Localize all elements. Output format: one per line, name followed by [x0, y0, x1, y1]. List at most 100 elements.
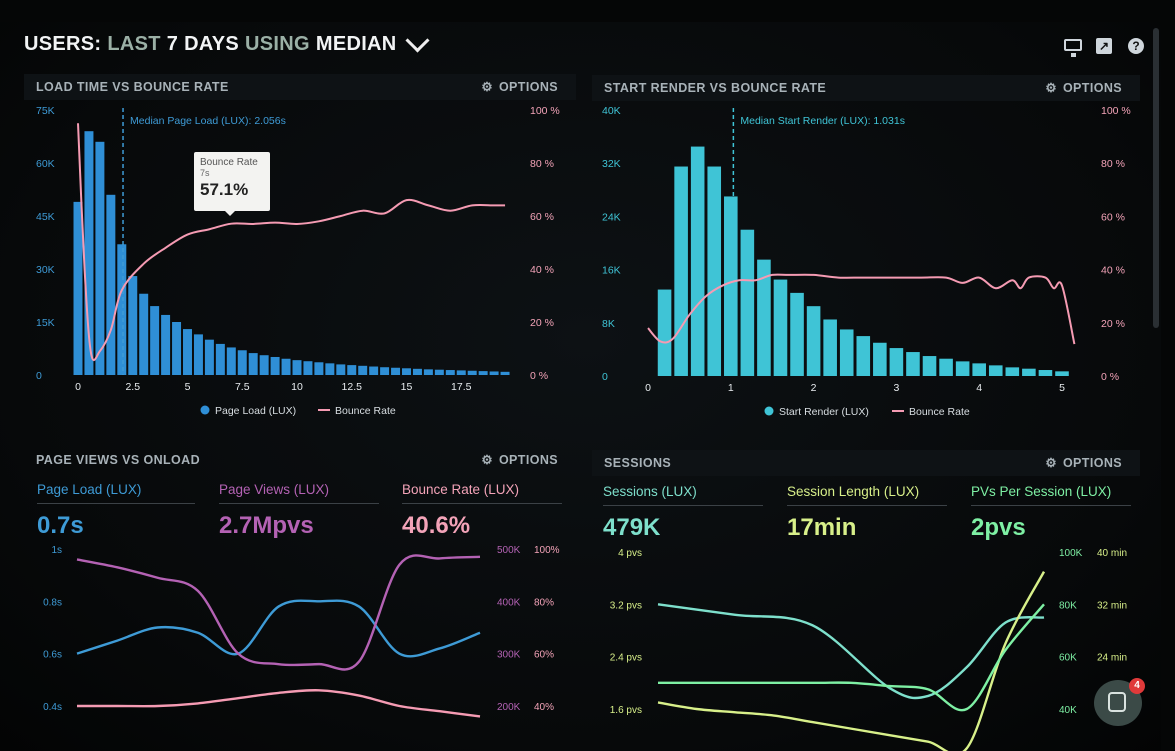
panel-title: SESSIONS: [604, 456, 672, 470]
share-icon[interactable]: ↗: [1096, 38, 1116, 56]
bar: [489, 371, 499, 375]
series-line: [657, 603, 1045, 700]
x-tick-label: 0: [645, 382, 651, 394]
y3-tick-label: 80%: [534, 597, 554, 608]
bar: [806, 306, 821, 376]
y2-tick-label: 40 %: [1101, 265, 1125, 277]
bar: [347, 365, 357, 375]
panel-header-render: START RENDER VS BOUNCE RATE ⚙ OPTIONS: [592, 75, 1140, 101]
y-tick-label: 8K: [602, 318, 615, 330]
title-prefix: USERS:: [24, 33, 102, 55]
load-vs-bounce-chart: 0 15K 30K 45K 60K 75K 0 % 20 % 40 % 60 % 80 % 100 %…: [36, 105, 560, 417]
metric-pvs-per-session[interactable]: PVs Per Session (LUX) 2pvs: [971, 484, 1131, 542]
y-tick-label: 16K: [602, 265, 621, 277]
metric-value: 17min: [787, 514, 857, 541]
scrollbar[interactable]: [1153, 28, 1159, 328]
bar: [380, 367, 390, 375]
tooltip-value: 57.1%: [200, 180, 249, 199]
bar: [456, 370, 466, 375]
metric-value: 0.7s: [37, 512, 84, 539]
series-line: [657, 603, 1045, 712]
y2-tick-label: 20 %: [1101, 318, 1125, 330]
bar: [906, 352, 920, 376]
panel-header-pageviews: PAGE VIEWS VS ONLOAD ⚙ OPTIONS: [24, 447, 576, 473]
bar: [939, 358, 953, 376]
y-tick-label: 1.6 pvs: [610, 705, 642, 716]
bounce-rate-line: [77, 123, 506, 362]
y2-tick-label: 40 %: [530, 264, 554, 276]
bar: [336, 364, 346, 375]
y-tick-label: 40K: [602, 105, 621, 117]
series-line: [76, 554, 481, 671]
bar: [889, 348, 904, 376]
bar: [150, 306, 160, 375]
chevron-down-icon[interactable]: [405, 28, 430, 53]
title-using: USING: [245, 33, 310, 55]
bar: [1038, 370, 1053, 376]
bar: [1022, 368, 1036, 376]
y3-tick-label: 40 min: [1097, 548, 1127, 559]
options-button[interactable]: ⚙ OPTIONS: [481, 74, 558, 100]
x-tick-label: 17.5: [451, 381, 472, 393]
y2-tick-label: 80 %: [530, 158, 554, 170]
notification-badge: 4: [1129, 678, 1145, 694]
monitor-bezel-right: [1161, 0, 1175, 751]
bar: [226, 347, 236, 375]
x-tick-label: 7.5: [235, 381, 250, 393]
legend-marker: [200, 405, 210, 415]
bar: [161, 314, 171, 375]
metric-page-load[interactable]: Page Load (LUX) 0.7s: [37, 482, 195, 540]
y3-tick-label: 24 min: [1097, 653, 1127, 664]
bar: [445, 370, 455, 375]
chat-icon: [1108, 692, 1126, 712]
title-metric[interactable]: MEDIAN: [315, 33, 397, 55]
bar: [95, 141, 105, 375]
bar: [325, 363, 335, 375]
bar: [1005, 367, 1020, 376]
bar: [839, 329, 854, 376]
metric-session-length[interactable]: Session Length (LUX) 17min: [787, 484, 947, 542]
bar: [740, 229, 755, 376]
help-icon[interactable]: ?: [1128, 38, 1148, 56]
bar: [972, 363, 986, 376]
options-button[interactable]: ⚙ OPTIONS: [1045, 450, 1122, 476]
bar: [402, 368, 411, 375]
options-button[interactable]: ⚙ OPTIONS: [481, 447, 558, 473]
bar: [358, 365, 368, 375]
metric-bounce-rate[interactable]: Bounce Rate (LUX) 40.6%: [402, 482, 562, 540]
metric-value: 479K: [603, 514, 661, 541]
panel-title: LOAD TIME VS BOUNCE RATE: [36, 80, 229, 94]
metric-sessions[interactable]: Sessions (LUX) 479K: [603, 484, 763, 542]
x-tick-label: 5: [1059, 382, 1065, 394]
page-title[interactable]: USERS: LAST 7 DAYS USING MEDIAN: [24, 28, 430, 56]
metric-label: PVs Per Session (LUX): [971, 484, 1131, 506]
y2-tick-label: 80 %: [1101, 158, 1125, 170]
options-button[interactable]: ⚙ OPTIONS: [1045, 75, 1122, 101]
bar: [478, 371, 488, 375]
metric-page-views[interactable]: Page Views (LUX) 2.7Mpvs: [219, 482, 379, 540]
bar: [193, 334, 203, 375]
y2-tick-label: 0 %: [1101, 371, 1119, 383]
metric-label: Page Views (LUX): [219, 482, 379, 504]
x-tick-label: 3: [893, 382, 899, 394]
bar: [369, 366, 379, 375]
gear-icon: ⚙: [481, 453, 493, 467]
y-tick-label: 32K: [602, 158, 621, 170]
bar: [707, 166, 722, 376]
bar: [922, 356, 937, 376]
median-label: Median Page Load (LUX): 2.056s: [130, 115, 286, 127]
bar: [259, 355, 269, 375]
panel-header-sessions: SESSIONS ⚙ OPTIONS: [592, 450, 1140, 476]
bar: [467, 370, 477, 375]
bar: [988, 365, 1003, 376]
x-tick-label: 10: [291, 381, 303, 393]
monitor-icon[interactable]: [1064, 38, 1084, 57]
bar: [724, 196, 738, 376]
metric-value: 2.7Mpvs: [219, 512, 314, 539]
metric-value: 40.6%: [402, 512, 471, 539]
y-tick-label: 2.4 pvs: [610, 653, 642, 664]
y2-tick-label: 100 %: [1101, 105, 1131, 117]
tooltip-title: Bounce Rate: [200, 157, 258, 168]
title-days[interactable]: 7 DAYS: [166, 33, 240, 55]
y-tick-label: 3.2 pvs: [610, 600, 642, 611]
